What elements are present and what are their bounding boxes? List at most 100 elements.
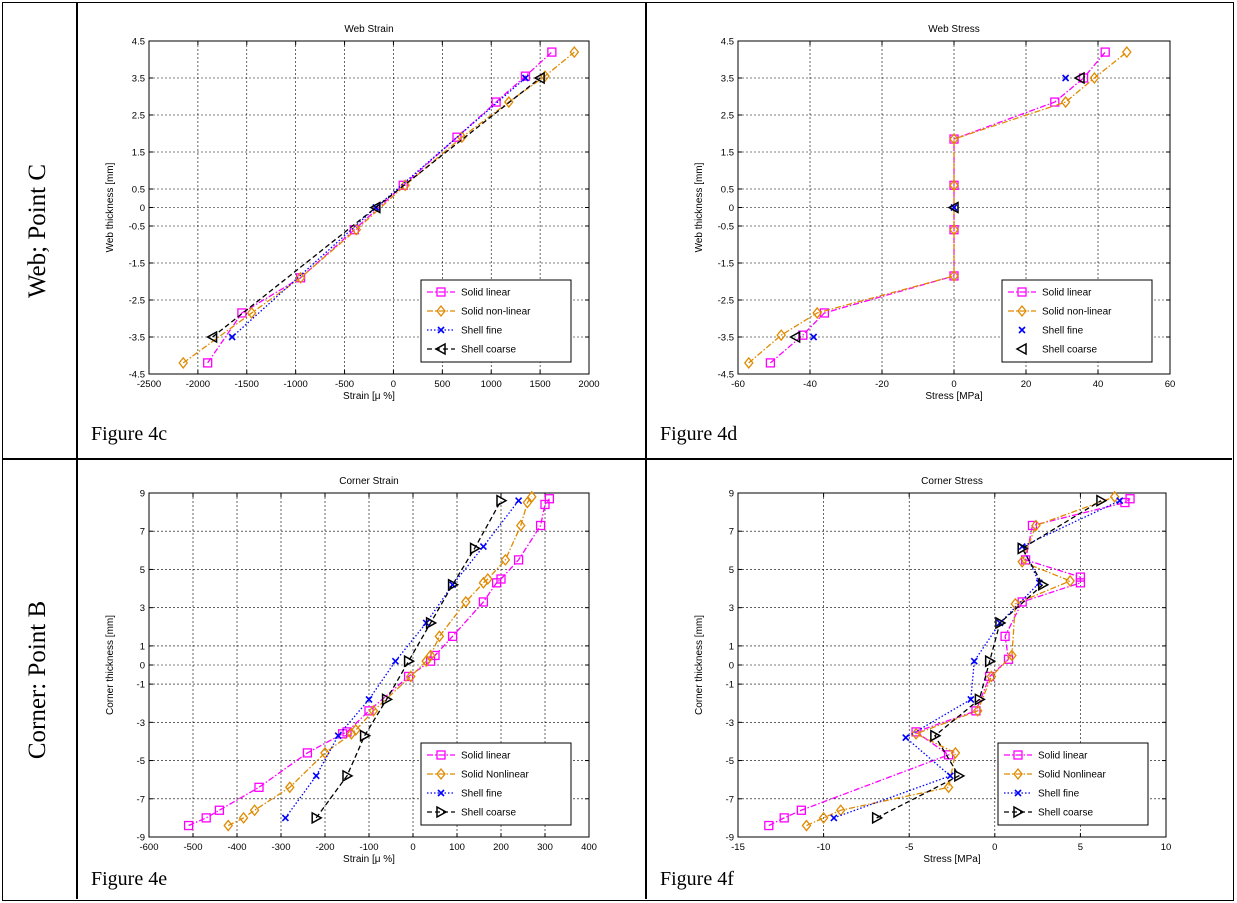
data-point	[947, 201, 959, 214]
chart-web-stress: Web Stress -60 -40 -20 0 20 40 60 -4.5 -3.5 -2.5 -1…	[648, 3, 1232, 458]
data-point	[482, 572, 493, 586]
data-point	[798, 330, 808, 340]
series-solid-nonlinear	[223, 490, 537, 832]
chart-svg: Corner Stress-15 -10 -5 0 5 10-9-7-5-3-101357…	[694, 476, 1171, 865]
data-point	[949, 223, 959, 236]
x-tick-label: 0	[992, 842, 997, 853]
data-point	[569, 46, 580, 59]
legend-label: Solid linear	[1042, 288, 1092, 299]
series-line	[806, 496, 1115, 827]
data-point	[434, 630, 445, 643]
y-tick-label: 4.5	[721, 37, 734, 48]
y-tick-label: 3.5	[132, 74, 145, 85]
y-tick-label: 0	[729, 661, 734, 672]
series-shell-coarse	[206, 71, 545, 344]
data-point	[223, 819, 234, 832]
x-tick-label: 300	[537, 842, 553, 853]
y-tick-label: 4.5	[132, 37, 145, 48]
y-tick-label: 9	[140, 489, 145, 500]
row-label-corner: Corner: Point B	[24, 600, 51, 759]
data-point	[312, 772, 320, 780]
figure-label: Figure 4c	[91, 423, 168, 445]
series-line	[748, 51, 1128, 364]
data-point	[359, 729, 372, 742]
data-point	[1062, 74, 1070, 82]
x-tick-label: 20	[1021, 379, 1032, 390]
data-point	[350, 723, 361, 737]
data-point	[911, 727, 921, 740]
series-line	[182, 51, 575, 364]
series-line	[768, 498, 1131, 827]
data-point	[522, 496, 533, 509]
x-tick-label: -5	[905, 842, 913, 853]
data-point	[500, 553, 511, 566]
data-point	[203, 358, 213, 368]
data-point	[503, 96, 514, 109]
data-point	[1050, 97, 1060, 107]
y-tick-label: -1.5	[718, 259, 734, 270]
legend-marker	[436, 304, 446, 318]
y-tick-label: -9	[726, 833, 734, 844]
data-point	[949, 269, 959, 282]
chart-title: Corner Stress	[921, 476, 983, 487]
data-point	[971, 706, 981, 716]
data-point	[789, 330, 801, 344]
data-point	[974, 693, 986, 706]
data-point	[479, 542, 487, 551]
data-point	[515, 519, 526, 532]
legend-marker	[436, 750, 446, 760]
data-point	[943, 781, 954, 794]
legend: Solid linear Solid Nonlinear Shell fine She…	[420, 742, 572, 826]
y-tick-label: -5	[137, 756, 145, 767]
series-solid-non-linear	[743, 46, 1132, 369]
data-point	[1121, 46, 1132, 59]
legend-label: Solid Nonlinear	[1038, 770, 1106, 781]
data-point	[228, 333, 236, 341]
data-point	[183, 820, 194, 831]
data-point	[984, 654, 997, 668]
data-point	[950, 746, 961, 759]
data-point	[491, 97, 501, 107]
data-point	[949, 133, 959, 146]
series-line	[212, 77, 541, 338]
series-line	[227, 496, 533, 827]
data-point	[368, 704, 379, 717]
y-tick-label: 3	[140, 603, 145, 614]
y-tick-label: 2.5	[132, 111, 145, 122]
data-point	[995, 616, 1007, 630]
data-point	[425, 649, 436, 662]
table-divider	[645, 3, 647, 899]
x-tick-label: -500	[335, 379, 354, 390]
data-point	[1017, 555, 1028, 568]
x-tick-label: -600	[139, 842, 158, 853]
data-point	[1125, 494, 1135, 504]
legend-marker	[436, 287, 446, 297]
data-point	[521, 74, 530, 82]
y-tick-label: 0	[140, 661, 145, 672]
data-point	[1116, 497, 1124, 505]
y-tick-label: 1.5	[132, 148, 145, 159]
y-tick-label: -5	[726, 756, 734, 767]
y-tick-label: -3.5	[129, 333, 145, 344]
grid	[149, 493, 589, 837]
data-point	[520, 71, 531, 81]
series-shell-coarse	[789, 71, 1085, 344]
y-tick-label: -4.5	[129, 370, 145, 381]
y-tick-label: 1	[729, 641, 734, 652]
data-point	[986, 670, 997, 683]
data-point	[381, 693, 394, 706]
data-point	[425, 616, 438, 630]
legend-item: Solid non-linear	[427, 304, 531, 318]
data-point	[1075, 572, 1086, 582]
data-point	[1031, 519, 1041, 532]
legend-label: Solid non-linear	[1042, 307, 1112, 318]
y-tick-label: -7	[726, 794, 734, 805]
series-line	[188, 498, 550, 827]
data-point	[320, 746, 330, 759]
x-tick-label: -100	[359, 842, 378, 853]
data-point	[403, 671, 414, 682]
legend-label: Shell fine	[1042, 326, 1084, 337]
y-axis-label: Web thickness [mm]	[105, 162, 116, 252]
x-tick-label: 40	[1093, 379, 1104, 390]
data-point	[1017, 542, 1029, 555]
